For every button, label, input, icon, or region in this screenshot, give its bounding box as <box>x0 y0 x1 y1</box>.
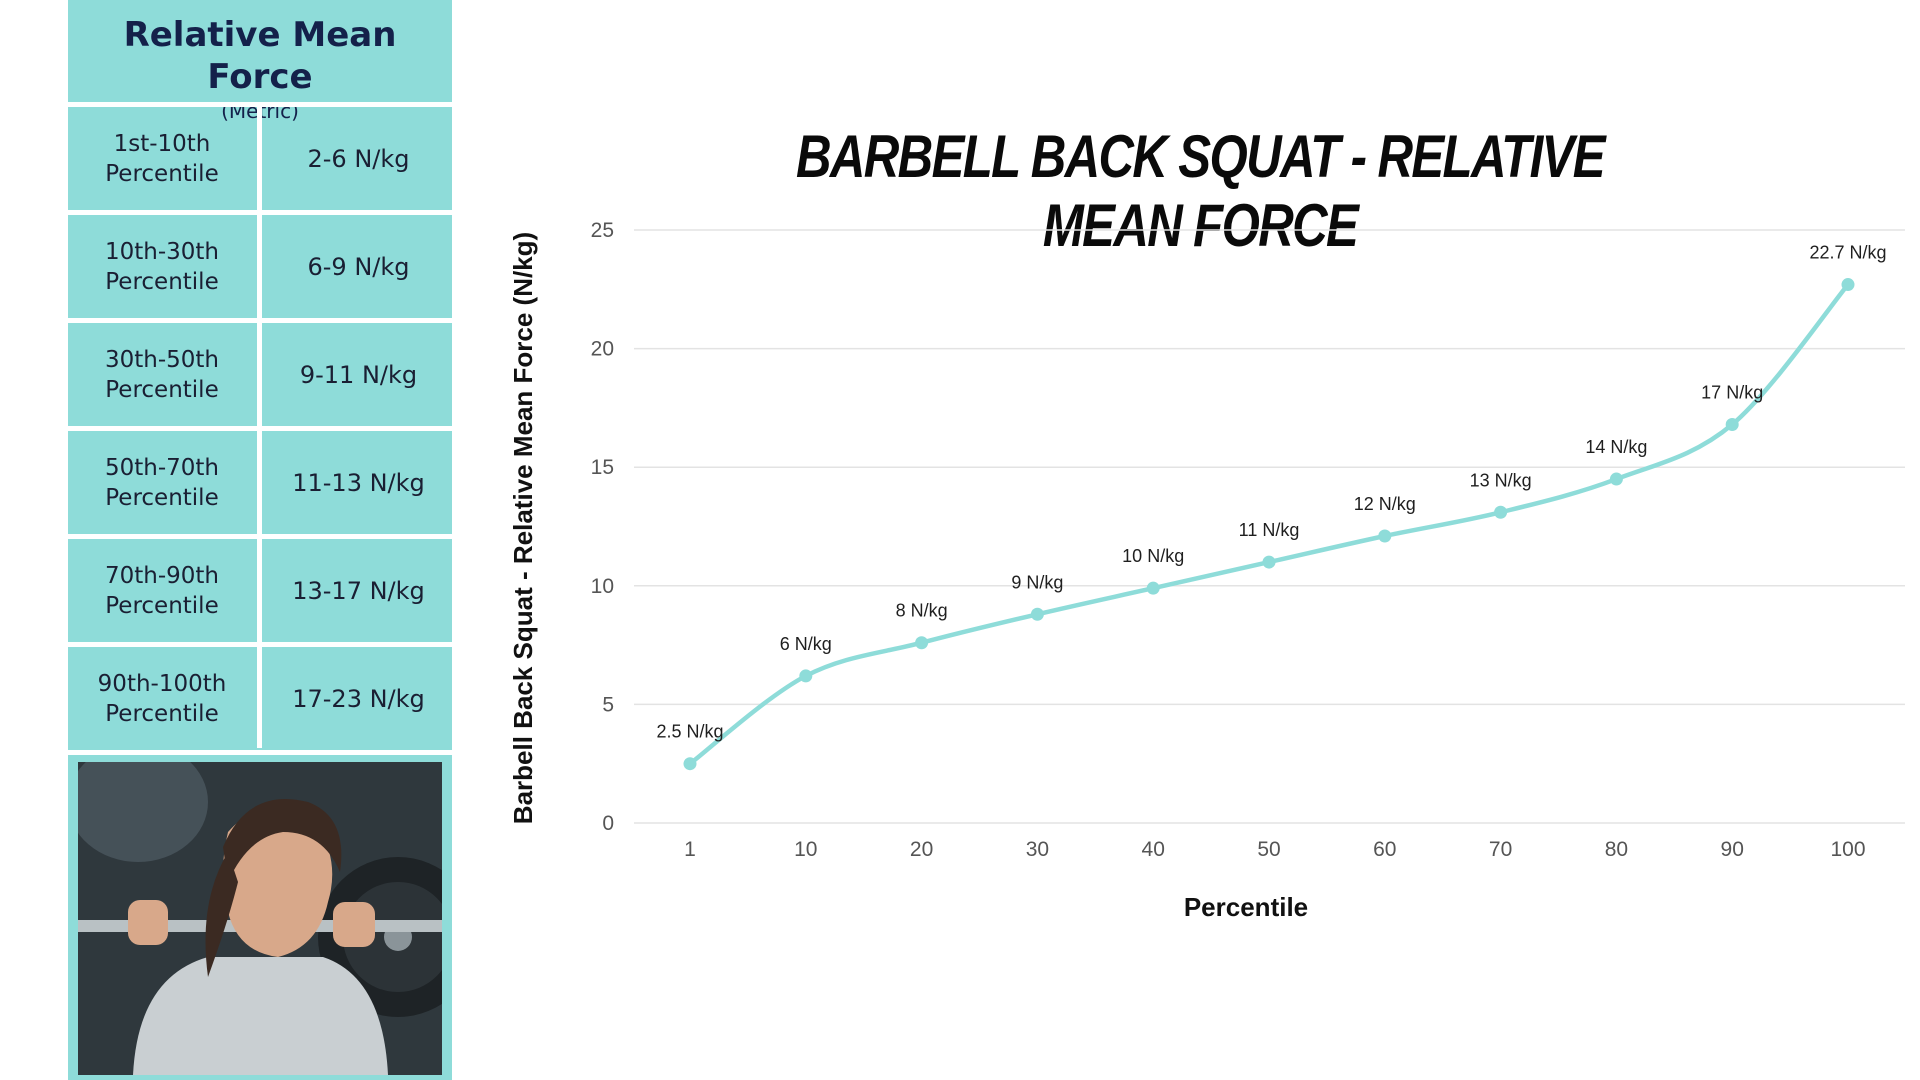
data-label: 17 N/kg <box>1701 383 1763 403</box>
y-tick-label: 5 <box>602 693 614 716</box>
x-tick-label: 1 <box>684 838 696 861</box>
x-tick-label: 80 <box>1605 838 1628 861</box>
data-point <box>1262 555 1276 569</box>
data-point <box>683 757 697 771</box>
table-divider <box>68 750 452 755</box>
data-point <box>1609 472 1623 486</box>
force-range-cell: 13-17 N/kg <box>292 577 425 605</box>
data-label: 14 N/kg <box>1585 437 1647 457</box>
data-label: 11 N/kg <box>1239 520 1300 540</box>
x-tick-label: 100 <box>1830 838 1865 861</box>
table-row: 10th-30th Percentile 6-9 N/kg <box>68 215 452 319</box>
x-tick-label: 70 <box>1489 838 1512 861</box>
data-point <box>1378 529 1392 543</box>
percentile-range-cell: 50th-70th Percentile <box>104 455 220 511</box>
y-tick-label: 25 <box>591 219 614 242</box>
percentile-table-panel: Relative Mean Force (Metric) 1st-10th Pe… <box>68 0 452 1080</box>
y-tick-label: 20 <box>591 338 614 361</box>
x-tick-label: 60 <box>1373 838 1396 861</box>
table-row: 1st-10th Percentile 2-6 N/kg <box>68 107 452 211</box>
force-range-cell: 17-23 N/kg <box>292 685 425 713</box>
table-column-divider <box>257 102 262 748</box>
table-row: 70th-90th Percentile 13-17 N/kg <box>68 539 452 643</box>
athlete-illustration <box>78 762 442 1075</box>
x-axis-title: Percentile <box>1184 892 1308 922</box>
force-range-cell: 6-9 N/kg <box>307 253 410 281</box>
data-label: 12 N/kg <box>1354 494 1416 514</box>
y-tick-label: 10 <box>591 575 614 598</box>
data-point <box>1030 607 1044 621</box>
gridlines <box>634 229 1905 824</box>
x-axis-ticks: 1 10 20 30 40 50 60 70 80 90 100 <box>684 838 1865 861</box>
percentile-range-cell: 90th-100th Percentile <box>97 671 227 727</box>
percentile-range-cell: 10th-30th Percentile <box>104 239 220 295</box>
data-point <box>799 669 813 683</box>
data-points <box>683 278 1855 771</box>
data-label: 22.7 N/kg <box>1809 243 1886 263</box>
x-tick-label: 20 <box>910 838 933 861</box>
data-point <box>1725 418 1739 432</box>
data-point <box>1146 581 1160 595</box>
table-row: 50th-70th Percentile 11-13 N/kg <box>68 431 452 535</box>
data-point <box>915 636 929 650</box>
x-tick-label: 40 <box>1142 838 1165 861</box>
x-tick-label: 30 <box>1026 838 1049 861</box>
data-label: 6 N/kg <box>780 634 832 654</box>
athlete-photo <box>78 762 442 1075</box>
data-label: 10 N/kg <box>1122 546 1184 566</box>
percentile-range-cell: 70th-90th Percentile <box>104 563 220 619</box>
data-label: 8 N/kg <box>896 601 948 621</box>
force-range-cell: 2-6 N/kg <box>307 145 410 173</box>
data-labels: 2.5 N/kg 6 N/kg 8 N/kg 9 N/kg 10 N/kg 11 N/kg… <box>656 243 1886 742</box>
x-tick-label: 10 <box>794 838 817 861</box>
force-range-cell: 9-11 N/kg <box>299 361 418 389</box>
data-label: 9 N/kg <box>1011 572 1063 592</box>
data-point <box>1841 278 1855 292</box>
chart-title: BARBELL BACK SQUAT - RELATIVE MEAN FORCE <box>796 123 1606 259</box>
data-label: 13 N/kg <box>1470 470 1532 490</box>
y-tick-label: 15 <box>591 456 614 479</box>
percentile-range-cell: 1st-10th Percentile <box>105 131 219 187</box>
y-axis-title: Barbell Back Squat - Relative Mean Force… <box>508 232 538 824</box>
percentile-range-cell: 30th-50th Percentile <box>104 347 220 403</box>
table-row: 30th-50th Percentile 9-11 N/kg <box>68 323 452 427</box>
x-tick-label: 90 <box>1721 838 1744 861</box>
data-label: 2.5 N/kg <box>656 722 723 742</box>
data-point <box>1494 505 1508 519</box>
force-range-cell: 11-13 N/kg <box>292 469 425 497</box>
table-row: 90th-100th Percentile 17-23 N/kg <box>68 647 452 751</box>
y-axis-ticks: 0 5 10 15 20 25 <box>591 219 614 835</box>
table-title: Relative Mean Force <box>123 15 397 97</box>
x-tick-label: 50 <box>1257 838 1280 861</box>
y-tick-label: 0 <box>602 812 614 835</box>
